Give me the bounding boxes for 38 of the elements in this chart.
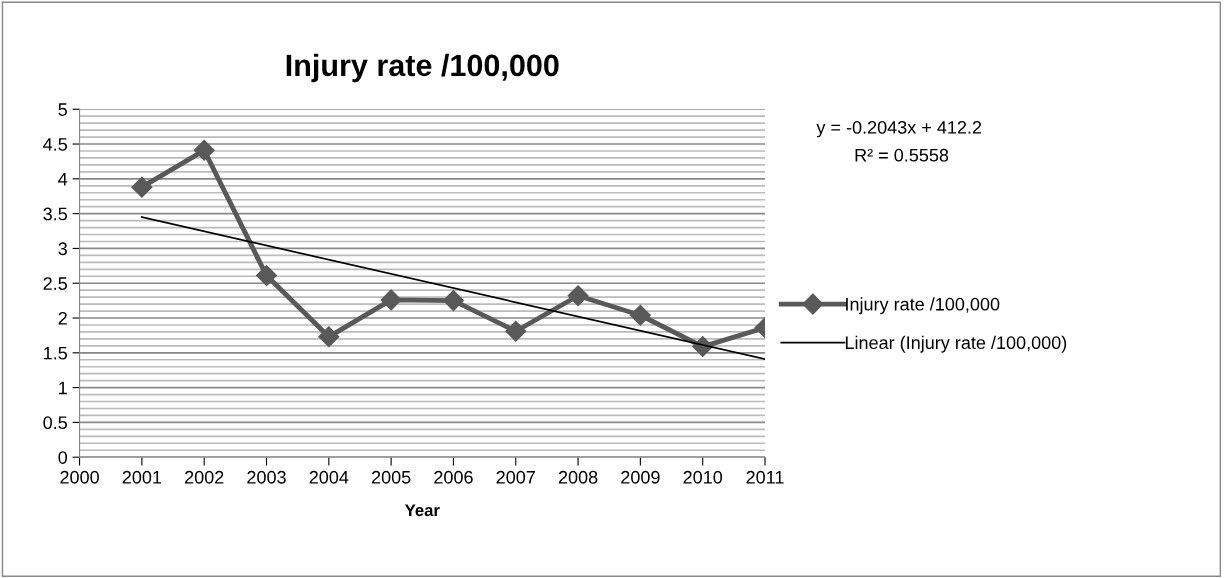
x-tick-label: 2007 [496, 470, 535, 484]
point [567, 285, 589, 307]
y-tick-label: 3.5 [43, 207, 67, 221]
x-tick-label: 2011 [746, 470, 784, 484]
y-tick-label: 1 [59, 381, 67, 395]
y-tick-label: 3 [58, 242, 67, 256]
x-tick-label: 2010 [683, 470, 723, 484]
point [380, 289, 402, 311]
x-tick-label: 2003 [247, 470, 286, 484]
x-tick-label: 2002 [185, 470, 224, 484]
x-tick-label: 2008 [558, 470, 598, 484]
point [193, 139, 215, 161]
legend-label: Linear (Injury rate /100,000) [845, 335, 1067, 353]
x-tick-label: 2001 [122, 470, 162, 484]
y-tick-label: 5 [58, 103, 67, 116]
y-tick-label: 4.5 [43, 138, 67, 151]
x-tick-label: 2004 [309, 470, 349, 484]
point [442, 290, 464, 312]
point [505, 320, 527, 342]
point [255, 265, 278, 287]
x-axis-title: Year [404, 504, 440, 517]
x-tick-label: 2005 [371, 470, 411, 484]
point [629, 304, 651, 326]
text: y = -0.2043x + 412.2 [816, 120, 982, 138]
x-tick-label: 2006 [434, 470, 473, 484]
y-tick-label: 0.5 [43, 416, 67, 430]
y-tick-label: 1.5 [44, 346, 67, 360]
x-tick-label: 2000 [60, 470, 99, 484]
text: R² = 0.5558 [855, 148, 949, 162]
point [318, 326, 340, 348]
y-tick-label: 0 [58, 451, 68, 464]
point [131, 176, 153, 198]
chart-title: Injury rate /100,000 [286, 53, 559, 83]
x-tick-label: 2009 [621, 470, 660, 484]
y-tick-label: 2 [58, 311, 67, 325]
y-tick-label: 2.5 [43, 277, 67, 290]
y-tick-label: 4 [58, 172, 68, 186]
legend-label: Injury rate /100,000 [846, 297, 1000, 315]
